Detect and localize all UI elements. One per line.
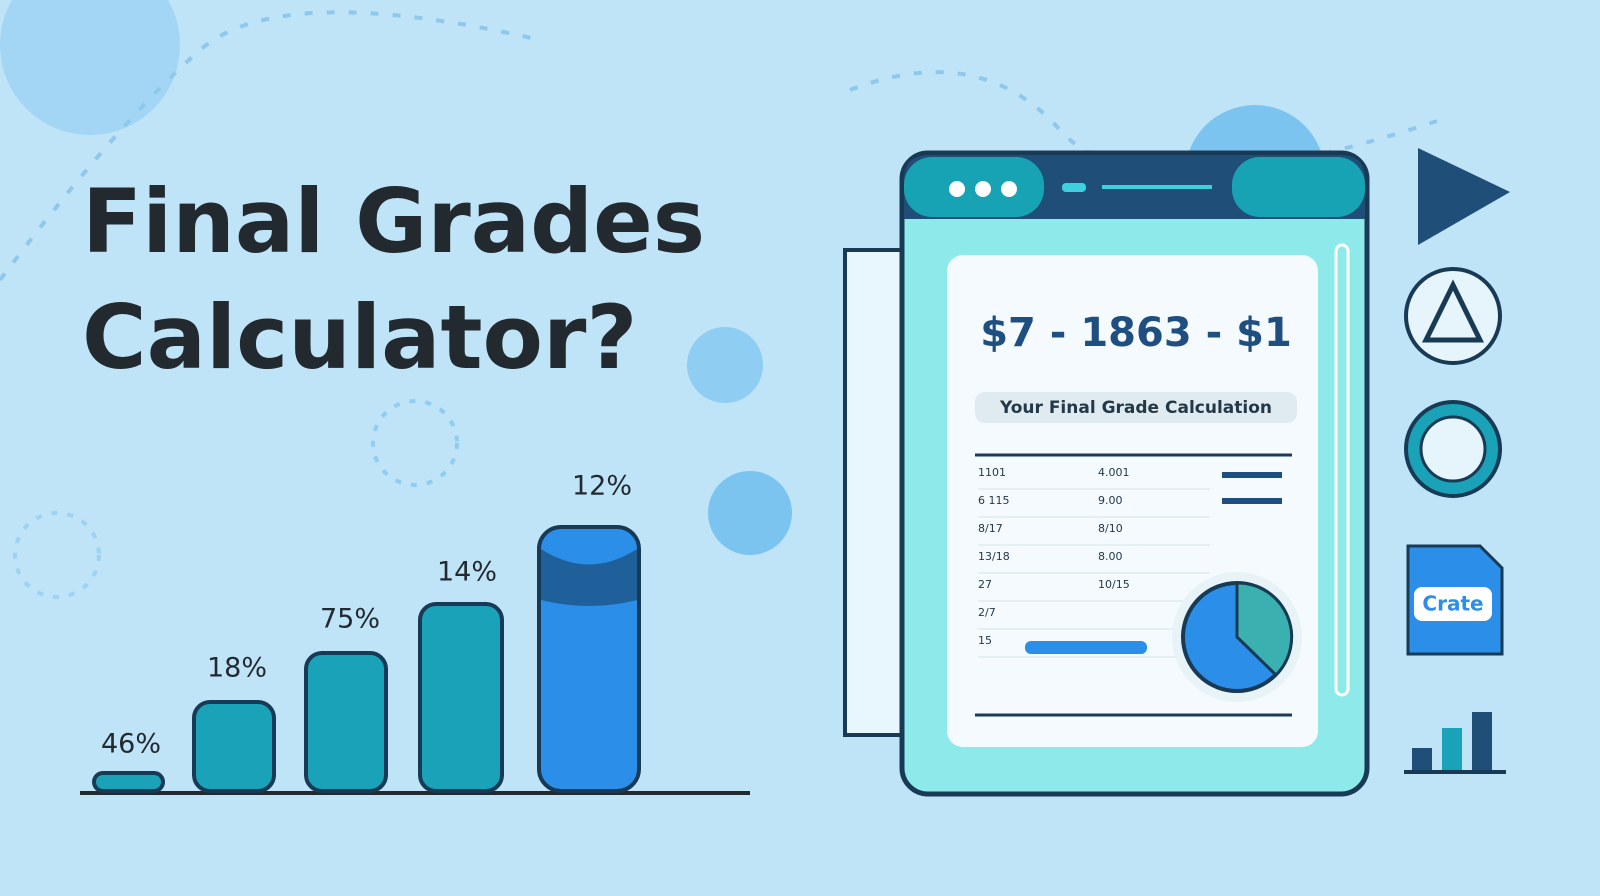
table-cell: 6 115 (978, 494, 1010, 507)
window-tab (1232, 157, 1365, 217)
table-cell: 10/15 (1098, 578, 1130, 591)
table-cell: 9.00 (1098, 494, 1123, 507)
legend-line (1222, 472, 1282, 478)
table-cell: 27 (978, 578, 992, 591)
bg-ring (371, 399, 459, 487)
bar-label: 46% (101, 729, 161, 760)
bar-label: 12% (572, 471, 632, 502)
window-dot (949, 181, 965, 197)
table-cell: 13/18 (978, 550, 1010, 563)
window-line (1062, 183, 1086, 192)
title-line: Final Grades (82, 170, 705, 273)
scrollbar (1334, 243, 1350, 697)
bar (192, 700, 276, 793)
eye-triangle (1421, 279, 1485, 343)
bar-label: 18% (207, 653, 267, 684)
window-line (1102, 185, 1212, 189)
back-page (843, 248, 907, 737)
table-cell: 2/7 (978, 606, 996, 619)
table-cell: 8/10 (1098, 522, 1123, 535)
table-cell: 1101 (978, 466, 1006, 479)
pie-slice (1235, 581, 1294, 678)
bar (304, 651, 388, 793)
pill (975, 392, 1297, 423)
bg-blob (0, 0, 180, 135)
card-subheading: Your Final Grade Calculation (999, 398, 1272, 418)
table: 1101 4.001 6 115 9.00 8/17 8/10 13/18 8.00 27 10/… (978, 466, 1210, 658)
table-cell: 15 (978, 634, 992, 647)
window-tab (904, 157, 1044, 217)
legend-line (1222, 498, 1282, 504)
mini-bar (1412, 748, 1432, 770)
table-cell: 8.00 (1098, 550, 1123, 563)
bg-ring (13, 511, 101, 599)
bar (418, 602, 504, 793)
window-dot (975, 181, 991, 197)
play-icon[interactable] (1418, 148, 1510, 245)
bg-path (849, 70, 1441, 175)
file-label-bg (1414, 587, 1492, 621)
card-heading: $7 - 1863 - $1 (980, 310, 1292, 356)
mini-bar (1442, 728, 1462, 770)
bar-label: 14% (437, 557, 497, 588)
table-cell: 8/17 (978, 522, 1003, 535)
bg-dot (708, 471, 792, 555)
timer-face (1419, 415, 1487, 483)
bg-dot (687, 327, 763, 403)
file-label: Crate (1422, 592, 1483, 616)
bar-label: 75% (320, 604, 380, 635)
bar-top (541, 549, 637, 606)
mini-bar (1472, 712, 1492, 770)
bg-path (0, 10, 541, 282)
table-cell: 4.001 (1098, 466, 1130, 479)
bar (92, 771, 165, 793)
window-dot (1001, 181, 1017, 197)
title-line: Calculator? (82, 286, 637, 389)
progress (1025, 641, 1147, 654)
